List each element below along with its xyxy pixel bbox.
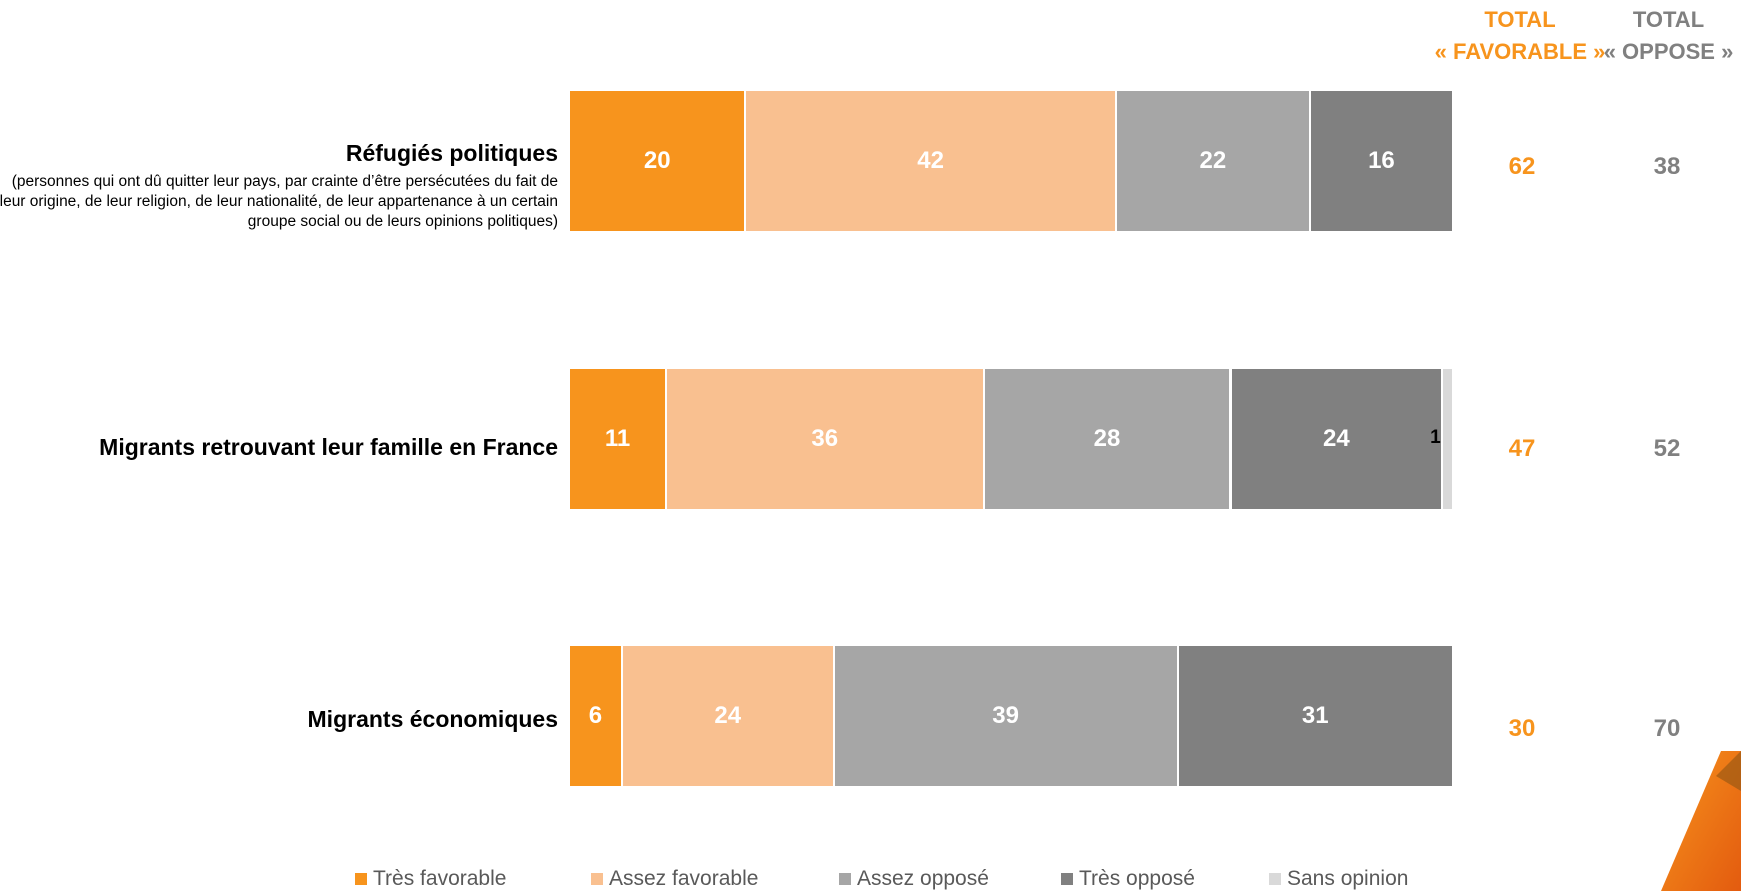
bar-value-label: 31 — [1301, 702, 1329, 729]
total-favorable-header-line2: « FAVORABLE » — [1434, 39, 1606, 64]
bar-value-label: 1 — [1430, 427, 1441, 448]
bar-value-label: 6 — [588, 702, 603, 729]
legend-item: Assez favorable — [591, 867, 839, 891]
bar-segment — [1443, 369, 1452, 509]
category-label-economiques: Migrants économiques — [0, 704, 558, 734]
bar-value-label: 24 — [1322, 425, 1350, 452]
bar-segment: 6 — [570, 646, 623, 786]
bar-segment: 24 — [622, 646, 835, 786]
category-label-refugies: Réfugiés politiques (personnes qui ont d… — [0, 138, 558, 232]
bar-value-label: 24 — [714, 702, 742, 729]
bar-row-famille: 11 36 28 24 1 — [570, 369, 1452, 509]
category-title: Migrants économiques — [307, 706, 558, 732]
bar-value-label: 42 — [917, 147, 944, 174]
total-favorable-value: 62 — [1508, 153, 1536, 180]
bar-segment: 20 — [570, 91, 747, 231]
legend-swatch — [355, 873, 367, 885]
legend-swatch — [839, 873, 851, 885]
total-oppose-value: 70 — [1653, 715, 1681, 742]
bar-segment: 11 — [570, 369, 668, 509]
legend-item: Sans opinion — [1269, 867, 1419, 891]
bar-row-refugies: 20 42 22 16 — [570, 91, 1452, 231]
category-title: Migrants retrouvant leur famille en Fran… — [99, 434, 558, 460]
legend-label: Sans opinion — [1287, 867, 1409, 890]
total-favorable-value: 30 — [1508, 715, 1536, 742]
bar-segment: 36 — [667, 369, 985, 509]
total-favorable-header: TOTAL « FAVORABLE » — [1428, 4, 1612, 68]
legend-label: Très favorable — [373, 867, 507, 890]
total-oppose-value: 38 — [1653, 153, 1681, 180]
total-oppose-header-line2: « OPPOSE » — [1603, 39, 1734, 64]
total-favorable-value: 47 — [1508, 435, 1536, 462]
legend-swatch — [1061, 873, 1073, 885]
bar-segment: 42 — [746, 91, 1117, 231]
bar-value-label: 39 — [992, 702, 1019, 729]
legend-item: Assez opposé — [839, 867, 1061, 891]
bar-value-label: 11 — [604, 425, 631, 452]
legend-item: Très opposé — [1061, 867, 1269, 891]
category-subtitle: (personnes qui ont dû quitter leur pays,… — [0, 173, 558, 230]
bar-segment: 39 — [834, 646, 1179, 786]
total-oppose-value: 52 — [1653, 435, 1681, 462]
category-label-famille: Migrants retrouvant leur famille en Fran… — [0, 432, 558, 462]
total-favorable-header-line1: TOTAL — [1484, 7, 1556, 32]
bar-value-label: 28 — [1093, 425, 1121, 452]
bar-value-label: 16 — [1368, 147, 1395, 174]
legend-swatch — [1269, 873, 1281, 885]
bar-segment: 28 — [984, 369, 1232, 509]
bar-segment: 22 — [1116, 91, 1311, 231]
legend: Très favorable Assez favorable Assez opp… — [355, 867, 1419, 891]
category-title: Réfugiés politiques — [345, 140, 558, 166]
legend-item: Très favorable — [355, 867, 591, 891]
legend-label: Assez opposé — [857, 867, 989, 890]
bar-row-economiques: 6 24 39 31 — [570, 646, 1452, 786]
legend-label: Très opposé — [1079, 867, 1195, 890]
bar-segment: 31 — [1178, 646, 1452, 786]
bar-segment: 16 — [1310, 91, 1452, 231]
total-oppose-header-line1: TOTAL — [1632, 7, 1705, 32]
bar-value-label: 22 — [1199, 147, 1227, 174]
total-oppose-header: TOTAL « OPPOSE » — [1596, 4, 1741, 68]
legend-swatch — [591, 873, 603, 885]
bar-value-label: 36 — [811, 425, 839, 452]
legend-label: Assez favorable — [609, 867, 759, 890]
bar-value-label: 20 — [643, 147, 671, 174]
bar-segment: 24 — [1231, 369, 1444, 509]
decorative-corner-shape — [1661, 751, 1741, 891]
